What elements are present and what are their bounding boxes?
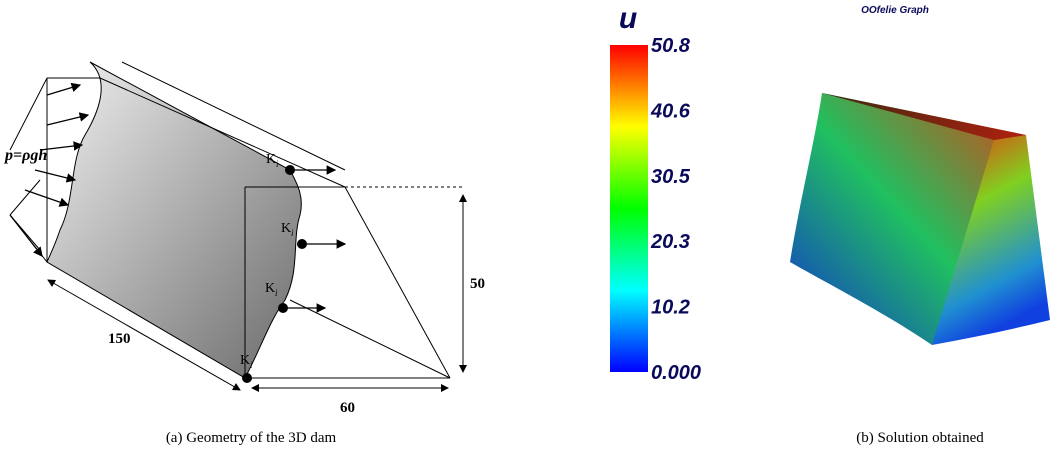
colorbar-tick-label: 20.3 [650, 231, 690, 253]
point [297, 239, 307, 249]
point [278, 303, 288, 313]
point [285, 165, 295, 175]
colorbar-tick-label: 40.6 [650, 100, 691, 122]
colorbar-tick-label: 0.000 [651, 362, 701, 384]
dimension-label: 150 [108, 331, 131, 347]
dimension-label: 60 [340, 400, 355, 416]
pressure-label: p=ρgh [3, 147, 47, 164]
panel-b: u 50.8 40.6 30.5 20.3 10.2 0.000 OOfelie Grap… [610, 2, 1050, 446]
caption: (a) Geometry of the 3D dam [166, 430, 337, 446]
dam-solution [790, 93, 1050, 345]
point-label: K [266, 152, 276, 167]
software-label: OOfelie Graph [861, 5, 929, 16]
caption: (b) Solution obtained [856, 430, 984, 446]
point [242, 373, 252, 383]
dimension-label: 50 [470, 276, 485, 292]
colorbar-title: u [619, 2, 637, 35]
point-label: K [281, 221, 291, 236]
colorbar-tick-label: 50.8 [651, 35, 691, 57]
dam-surface [47, 62, 301, 378]
colorbar [610, 45, 648, 372]
colorbar-tick-label: 10.2 [651, 297, 690, 319]
colorbar-tick-label: 30.5 [651, 166, 691, 188]
point-label: K [265, 281, 275, 296]
figure: p=ρgh KiKiKiKi 150 50 60 (a) Geometry of… [0, 0, 1058, 453]
point-label: K [240, 353, 250, 368]
